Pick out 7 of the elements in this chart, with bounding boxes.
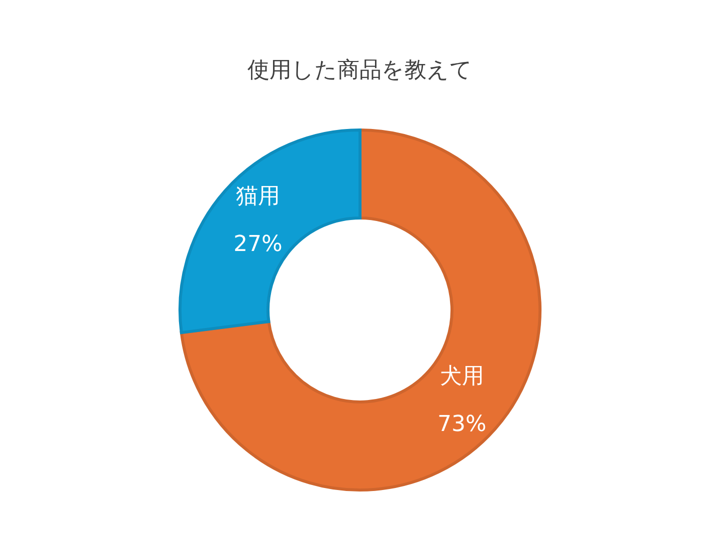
slice-label: 犬用 (440, 364, 484, 389)
donut-slice (178, 128, 362, 334)
data-label: 27% (234, 232, 282, 258)
donut-slice (180, 128, 542, 492)
data-label: 73% (438, 412, 486, 437)
slice-label: 猫用 (236, 184, 280, 210)
chart-title: 使用した商品を教えて (248, 58, 472, 83)
